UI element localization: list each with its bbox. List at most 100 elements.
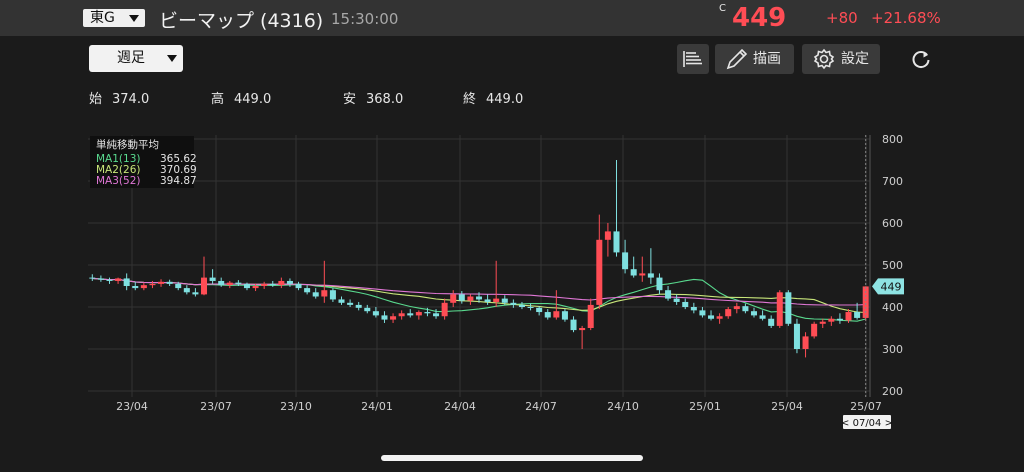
candle-body xyxy=(647,273,654,278)
candle-body xyxy=(656,277,663,291)
top-bar: 東G ビーマップ (4316) 15:30:00 C 449 +80 +21.6… xyxy=(0,0,1024,36)
candle-body xyxy=(347,302,354,305)
ohlc-value: 374.0 xyxy=(112,92,150,107)
candle-body xyxy=(690,307,697,311)
candle-body xyxy=(295,283,302,289)
candle-body xyxy=(639,273,646,276)
period-label: 週足 xyxy=(117,50,145,66)
ohlc-close: 終 449.0 xyxy=(463,88,523,107)
period-selector[interactable]: 週足 xyxy=(89,45,183,72)
price-prefix: C xyxy=(719,3,726,14)
ohlc-value: 449.0 xyxy=(486,92,524,107)
candle-body xyxy=(304,288,311,293)
price-change: +80 xyxy=(826,9,858,27)
x-tick-label: 24/07 xyxy=(525,400,557,413)
candle-body xyxy=(458,294,465,301)
candle-body xyxy=(226,282,233,286)
candle-body xyxy=(579,328,586,331)
candle-body xyxy=(802,336,809,349)
legend-item-ma3: MA3(52) 394.87 xyxy=(96,175,197,187)
candle-body xyxy=(235,282,242,284)
home-indicator[interactable] xyxy=(381,455,643,461)
candle-body xyxy=(587,304,594,328)
x-tick-label: 25/04 xyxy=(771,400,803,413)
last-price-tag: 449 xyxy=(872,278,904,295)
candle-body xyxy=(407,313,414,316)
candle-body xyxy=(321,290,328,297)
y-tick-label: 500 xyxy=(882,259,903,272)
candle-body xyxy=(312,292,319,297)
candle-body xyxy=(596,239,603,305)
ohlc-open: 始 374.0 xyxy=(89,88,149,107)
y-tick-label: 300 xyxy=(882,343,903,356)
candle-body xyxy=(209,277,216,281)
candle-body xyxy=(544,312,551,318)
candle-body xyxy=(372,311,379,316)
candle-body xyxy=(252,286,259,289)
candle-body xyxy=(390,316,397,320)
candle-body xyxy=(183,288,190,293)
x-tick-label: 23/10 xyxy=(280,400,312,413)
candle-body xyxy=(742,306,749,312)
candle-body xyxy=(149,283,156,286)
candle-body xyxy=(536,307,543,313)
legend-value: 365.62 xyxy=(160,153,197,165)
candle-body xyxy=(467,296,474,301)
candle-body xyxy=(527,307,534,308)
candle-body xyxy=(673,298,680,302)
ohlc-key: 高 xyxy=(211,92,225,107)
y-tick-label: 700 xyxy=(882,175,903,188)
legend-item-ma1: MA1(13) 365.62 xyxy=(96,153,197,165)
candle-body xyxy=(218,280,225,286)
candle-body xyxy=(630,269,637,276)
settings-label: 設定 xyxy=(841,51,869,67)
current-price: 449 xyxy=(732,3,787,33)
candle-body xyxy=(106,279,113,281)
candle-body xyxy=(158,281,165,284)
legend-name: MA1(13) xyxy=(96,153,141,165)
stock-name: ビーマップ (4316) xyxy=(159,10,324,32)
candle-body xyxy=(433,313,440,317)
candle-body xyxy=(166,281,173,284)
ohlc-value: 449.0 xyxy=(234,92,272,107)
draw-button[interactable]: 描画 xyxy=(715,44,794,74)
x-tick-label: 25/07 xyxy=(850,400,882,413)
ohlc-value: 368.0 xyxy=(366,92,404,107)
candle-body xyxy=(836,318,843,321)
candle-body xyxy=(115,278,122,281)
candle-body xyxy=(759,315,766,319)
candle-body xyxy=(845,312,852,321)
candle-body xyxy=(381,315,388,320)
candle-body xyxy=(613,231,620,253)
candle-body xyxy=(243,283,250,289)
refresh-button[interactable] xyxy=(910,48,932,70)
refresh-icon xyxy=(912,51,930,69)
price-change-percent: +21.68% xyxy=(871,9,941,27)
candle-body xyxy=(811,323,818,337)
gear-icon xyxy=(813,48,835,70)
cursor-date-badge xyxy=(843,415,891,429)
candle-body xyxy=(415,312,422,316)
ohlc-high: 高 449.0 xyxy=(211,88,271,107)
candle-body xyxy=(192,292,199,295)
x-tick-label: 25/01 xyxy=(689,400,721,413)
candle-body xyxy=(862,286,869,318)
settings-button[interactable]: 設定 xyxy=(802,44,880,74)
legend-value: 370.69 xyxy=(160,164,197,176)
candle-body xyxy=(364,307,371,312)
x-tick-label: 23/04 xyxy=(116,400,148,413)
bar-list-icon xyxy=(683,51,702,67)
candle-body xyxy=(278,280,285,286)
candle-body xyxy=(776,292,783,326)
x-tick-label: 24/10 xyxy=(607,400,639,413)
candle-body xyxy=(441,302,448,317)
candle-body xyxy=(828,318,835,322)
indicator-list-button[interactable] xyxy=(677,44,709,74)
pencil-icon xyxy=(726,48,748,70)
candle-body xyxy=(604,231,611,240)
candle-body xyxy=(269,283,276,286)
candle-body xyxy=(699,310,706,316)
candle-body xyxy=(819,321,826,324)
market-selector[interactable]: 東G xyxy=(83,9,145,27)
